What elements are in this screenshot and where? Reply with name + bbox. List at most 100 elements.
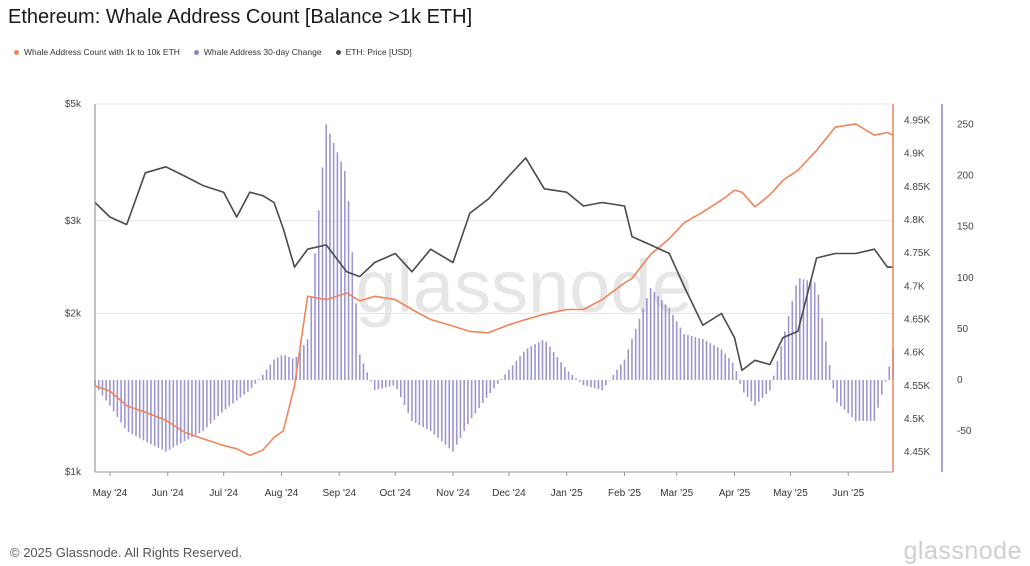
change-bar (187, 380, 190, 440)
change-bar (523, 351, 525, 380)
legend-label-30day-change: Whale Address 30-day Change (203, 47, 322, 57)
change-bar (515, 360, 518, 380)
change-bar (385, 380, 387, 388)
eth-price-line (94, 157, 893, 372)
change-bar (787, 316, 790, 380)
change-bar (661, 300, 663, 380)
change-bar (605, 380, 607, 386)
change-bar (306, 339, 309, 380)
change-bar (772, 375, 775, 380)
change-bar (168, 380, 171, 450)
change-tick-label: 200 (957, 171, 974, 182)
change-bar (750, 380, 753, 402)
change-bar (537, 342, 540, 380)
count-tick-label: 4.6K (904, 348, 925, 359)
change-bar (668, 308, 671, 380)
change-bar (254, 380, 257, 384)
price-tick-label: $1k (65, 467, 82, 478)
change-bar (478, 380, 480, 409)
change-bar (806, 280, 809, 380)
change-bar (873, 380, 876, 421)
change-bar (578, 380, 581, 382)
price-tick-label: $2k (65, 309, 82, 320)
count-tick-label: 4.55K (904, 381, 930, 392)
change-bar (828, 365, 831, 380)
change-bar (183, 380, 186, 442)
change-bar (213, 380, 216, 420)
change-bar (470, 380, 473, 419)
change-bar (288, 357, 290, 380)
x-tick-label: Oct '24 (379, 488, 411, 499)
change-bar (646, 298, 648, 380)
change-bar (482, 380, 484, 403)
legend-item-eth-price[interactable]: ETH: Price [USD] (335, 47, 412, 57)
change-bar (138, 380, 141, 439)
change-bar (355, 303, 357, 380)
change-bar (150, 380, 152, 445)
legend-marker-whale-count (14, 49, 19, 55)
change-bar (291, 358, 294, 380)
price-tick-label: $5k (65, 99, 82, 110)
x-tick-label: May '25 (773, 488, 808, 499)
change-bar (575, 378, 577, 380)
change-bar (843, 380, 846, 410)
change-bar (370, 380, 372, 382)
change-bar (877, 380, 879, 408)
change-bar (172, 380, 175, 448)
change-bar (653, 292, 656, 380)
change-bar (884, 380, 887, 382)
change-bar (500, 379, 503, 380)
chart-legend: Whale Address Count with 1k to 10k ETH W… (14, 47, 412, 57)
change-bar (262, 374, 264, 380)
change-bar (769, 380, 771, 391)
change-bar (683, 334, 685, 380)
brand-wordmark: glassnode (903, 537, 1022, 565)
change-bar (687, 335, 689, 380)
legend-item-whale-count[interactable]: Whale Address Count with 1k to 10k ETH (14, 47, 180, 57)
change-bar (791, 300, 794, 380)
change-bar (634, 328, 637, 380)
chart-title: Ethereum: Whale Address Count [Balance >… (8, 6, 473, 28)
change-bar (821, 318, 823, 380)
change-bar (455, 380, 458, 445)
change-bar (832, 380, 835, 389)
x-tick-label: Sep '24 (322, 488, 356, 499)
change-bar (329, 133, 331, 380)
change-bar (825, 341, 827, 380)
series-lines (94, 123, 894, 457)
change-bar (467, 380, 469, 425)
change-bar (344, 170, 346, 380)
change-bar (358, 354, 361, 380)
change-bar (228, 380, 231, 407)
change-bar (142, 380, 145, 441)
change-bar (839, 380, 842, 407)
change-bar (153, 380, 156, 446)
change-bar (224, 380, 227, 410)
change-bar (362, 363, 365, 380)
change-bar (463, 380, 465, 432)
change-bar (664, 304, 667, 380)
change-bar (422, 380, 424, 428)
change-bar (746, 380, 749, 397)
change-bar (191, 380, 193, 438)
change-bar (243, 380, 245, 395)
change-bar (418, 380, 421, 425)
x-tick-label: Jan '25 (551, 488, 583, 499)
change-bar (590, 380, 592, 388)
count-tick-label: 4.8K (904, 215, 925, 226)
x-tick-label: May '24 (93, 488, 128, 499)
grid-lines (95, 103, 893, 473)
count-tick-label: 4.65K (904, 314, 930, 325)
change-bar (567, 371, 570, 380)
change-bar (784, 331, 786, 380)
change-bar (858, 380, 861, 421)
change-bar (165, 380, 167, 452)
change-bar (597, 380, 600, 390)
change-bar (284, 355, 286, 380)
change-bar (332, 143, 335, 380)
change-bar (869, 380, 872, 421)
change-bar (631, 339, 633, 380)
legend-item-30day-change[interactable]: Whale Address 30-day Change (193, 47, 322, 57)
change-bar (672, 314, 674, 380)
